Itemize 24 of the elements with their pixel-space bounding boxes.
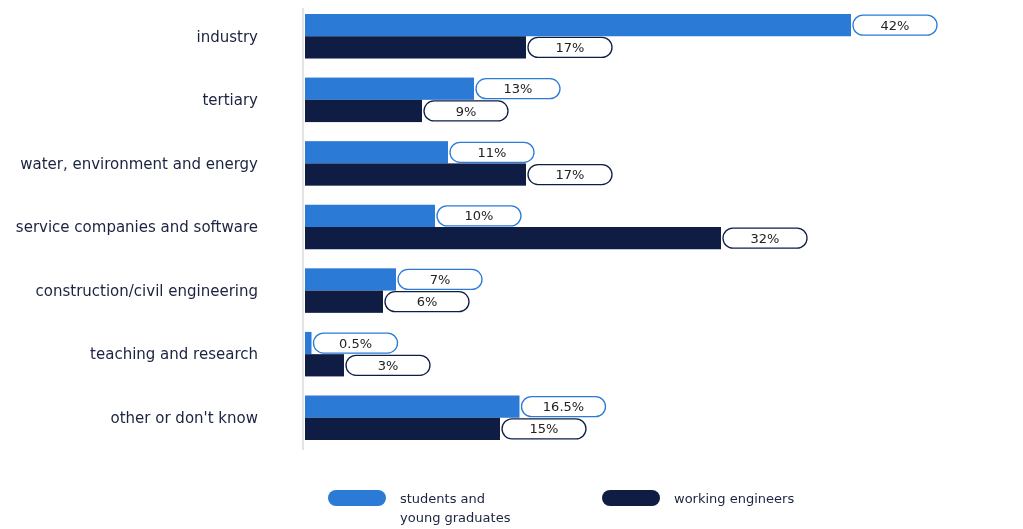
y-tick-label: tertiary (202, 91, 259, 110)
y-tick-label: construction/civil engineering (35, 281, 258, 300)
data-label: 17% (555, 39, 585, 55)
data-label: 32% (750, 230, 780, 246)
y-tick-label: other or don't know (110, 409, 258, 427)
legend-label: students and young graduates (400, 490, 511, 526)
y-tick-label: teaching and research (90, 345, 258, 364)
data-label: 17% (555, 167, 585, 183)
data-label: 3% (377, 357, 399, 373)
y-tick-label: service companies and software (15, 218, 258, 237)
data-label: 15% (529, 421, 559, 437)
legend-label: working engineers (674, 490, 795, 506)
data-label: 16.5% (542, 399, 585, 415)
data-label: 10% (464, 208, 494, 224)
data-label: 6% (416, 294, 438, 310)
data-label: 13% (503, 81, 533, 97)
data-label: 42% (880, 17, 910, 33)
data-label: 11% (477, 144, 507, 160)
data-label: 7% (429, 272, 451, 288)
y-tick-label: industry (196, 27, 259, 46)
y-tick-label: water, environment and energy (20, 154, 259, 173)
data-label: 0.5% (338, 335, 373, 351)
bar (305, 331, 312, 355)
data-label: 9% (455, 103, 477, 119)
